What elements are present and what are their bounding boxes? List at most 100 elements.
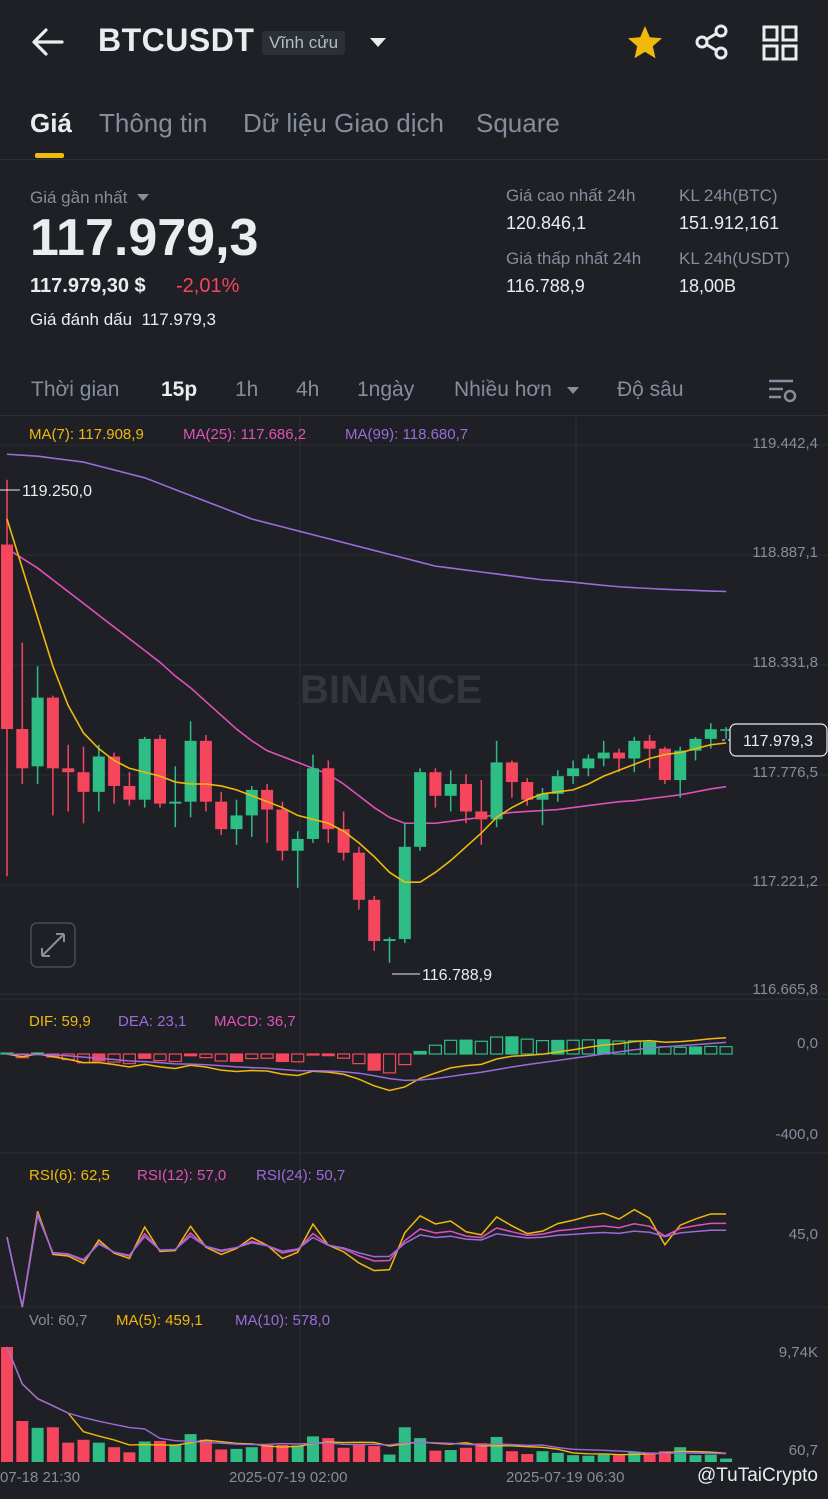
macd-bar	[337, 1053, 351, 1059]
volume-bar	[475, 1443, 488, 1462]
mark-price-row: Giá đánh dấu 117.979,3	[30, 310, 216, 330]
volume-bar	[215, 1449, 228, 1462]
time-label: 2025-07-19 02:00	[229, 1469, 347, 1486]
grid-menu-icon[interactable]	[762, 25, 798, 61]
volume-bar	[613, 1455, 625, 1462]
low-marker-label: 116.788,9	[422, 967, 492, 984]
last-price-label[interactable]: Giá gần nhất	[30, 188, 150, 208]
interval-bar: Thời gian 15p 1h 4h 1ngày Nhiều hơn Độ s…	[0, 368, 828, 416]
vol-ma5-legend: MA(5): 459,1	[116, 1312, 203, 1329]
candle-body	[475, 811, 488, 820]
vol-usdt-label: KL 24h(USDT)	[679, 249, 790, 268]
vol-btc-label: KL 24h(BTC)	[679, 186, 778, 205]
macd-bar	[505, 1036, 519, 1055]
candle-body	[276, 809, 289, 851]
candle-body	[628, 740, 641, 759]
macd-bar	[367, 1053, 381, 1071]
macd-bar	[474, 1040, 488, 1055]
interval-time[interactable]: Thời gian	[31, 378, 120, 401]
candle-body	[16, 729, 29, 769]
macd-bar	[444, 1039, 458, 1055]
macd-bar	[352, 1053, 366, 1065]
page-tabs: Giá Thông tin Dữ liệu Giao dịch Square	[0, 100, 828, 160]
low-24h-label: Giá thấp nhất 24h	[506, 249, 642, 268]
macd-bar	[673, 1046, 687, 1055]
interval-15p[interactable]: 15p	[161, 378, 198, 401]
volume-bar	[398, 1427, 411, 1462]
volume-bar	[77, 1439, 90, 1462]
rsi12-legend: RSI(12): 57,0	[137, 1167, 226, 1184]
volume-bar	[383, 1454, 396, 1462]
macd-bar	[520, 1038, 534, 1055]
interval-1day[interactable]: 1ngày	[357, 378, 415, 401]
interval-more[interactable]: Nhiều hơn	[454, 378, 580, 402]
volume-bar	[674, 1447, 687, 1462]
macd-tick: -400,0	[775, 1126, 818, 1143]
tab-info[interactable]: Thông tin	[99, 108, 208, 138]
volume-bar	[1, 1347, 13, 1462]
candle-body	[368, 899, 381, 942]
volume-bar	[505, 1451, 518, 1462]
candle-body	[352, 852, 365, 900]
vol-tick: 9,74K	[779, 1344, 818, 1361]
volume-bar	[184, 1434, 197, 1462]
rsi6-legend: RSI(6): 62,5	[29, 1167, 110, 1184]
interval-depth[interactable]: Độ sâu	[617, 378, 684, 401]
star-icon[interactable]	[626, 24, 664, 60]
rsi12-path	[6, 1211, 727, 1308]
tab-square[interactable]: Square	[476, 108, 560, 138]
interval-1h[interactable]: 1h	[235, 378, 259, 401]
dif-path	[6, 1037, 727, 1092]
chevron-down-icon[interactable]	[368, 36, 388, 50]
volume-bar	[138, 1441, 151, 1462]
volume-bar	[276, 1444, 289, 1462]
macd-bar	[459, 1039, 473, 1055]
attribution: @TuTaiCrypto	[697, 1465, 818, 1486]
candle-body	[307, 768, 319, 839]
tab-trading-data[interactable]: Dữ liệu Giao dịch	[243, 108, 444, 138]
ma25-line	[6, 547, 727, 825]
share-icon[interactable]	[694, 24, 730, 60]
candle-body	[46, 697, 59, 769]
macd-bar	[138, 1053, 152, 1059]
macd-bar	[153, 1053, 167, 1062]
chart-settings-icon[interactable]	[767, 377, 799, 405]
active-tab-indicator	[35, 153, 64, 158]
candle-body	[658, 748, 671, 781]
volume-bar	[536, 1451, 549, 1462]
back-arrow-icon[interactable]	[30, 26, 66, 58]
candle-body	[521, 782, 534, 800]
candle-body	[567, 768, 580, 777]
candle-body	[77, 772, 90, 792]
candlestick-chart[interactable]: BINANCE MA(7): 117.908,9 MA(25): 117.686…	[0, 417, 828, 1499]
candle-body	[674, 750, 687, 781]
mark-price-label: Giá đánh dấu	[30, 310, 133, 329]
candle-body	[1, 544, 13, 730]
ma99-legend: MA(99): 118.680,7	[345, 426, 468, 443]
mark-price-value: 117.979,3	[141, 310, 216, 329]
price-tick: 118.331,8	[752, 654, 818, 671]
current-price-tag-label: 117.979,3	[743, 733, 813, 750]
volume-bar	[108, 1447, 121, 1462]
volume-bar	[414, 1438, 427, 1462]
interval-4h[interactable]: 4h	[296, 378, 320, 401]
volume-bar	[245, 1447, 258, 1462]
candle-body	[169, 801, 182, 804]
candle-body	[460, 784, 472, 812]
symbol-title[interactable]: BTCUSDT	[98, 22, 255, 58]
top-bar: BTCUSDT Vĩnh cửu	[0, 0, 828, 90]
volume-bar	[62, 1442, 75, 1462]
candles	[1, 479, 733, 963]
volume-pane	[1, 1346, 733, 1462]
price-tick: 119.442,4	[752, 435, 818, 452]
volume-bar	[123, 1452, 136, 1462]
tab-price[interactable]: Giá	[30, 108, 72, 138]
volume-bar	[551, 1452, 564, 1462]
candle-body	[291, 838, 304, 851]
macd-bar	[291, 1053, 305, 1063]
macd-bar	[199, 1053, 213, 1059]
price-tick: 116.665,8	[752, 981, 818, 998]
candle-body	[643, 740, 656, 749]
macd-bar	[704, 1045, 718, 1055]
volume-bar	[720, 1458, 733, 1462]
